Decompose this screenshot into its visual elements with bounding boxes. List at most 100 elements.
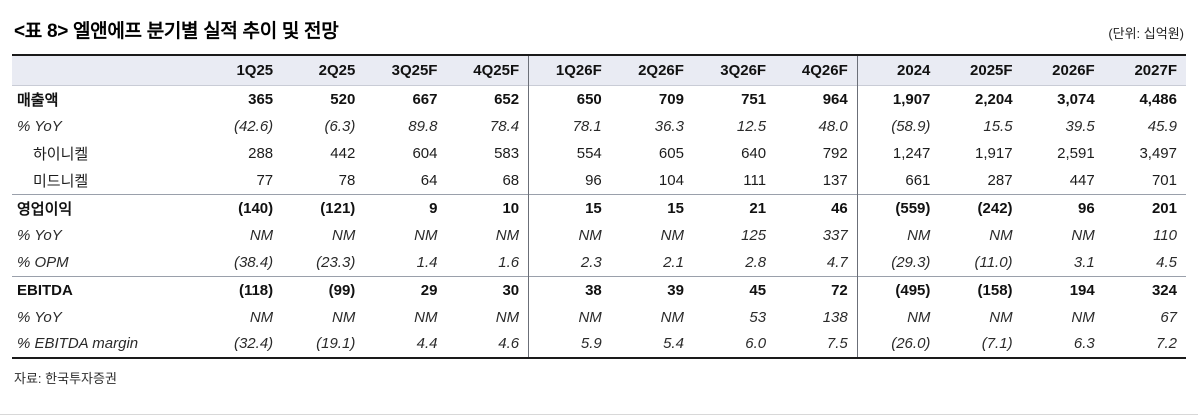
cell: 288: [248, 144, 274, 162]
cell: NM: [660, 308, 684, 326]
cell: 365: [248, 90, 274, 108]
cell: 194: [1069, 281, 1095, 299]
cell: 77: [256, 171, 274, 189]
cell: NM: [660, 226, 684, 244]
cell: (7.1): [981, 335, 1013, 353]
cell: NM: [414, 226, 438, 244]
cell: 2.8: [745, 253, 767, 271]
cell: 3.1: [1073, 253, 1095, 271]
cell: (26.0): [891, 335, 931, 353]
cell: (38.4): [233, 253, 274, 271]
cell: NM: [1071, 308, 1095, 326]
cell: 29: [420, 281, 438, 299]
cell: NM: [578, 308, 602, 326]
cell: 604: [412, 144, 438, 162]
cell: 96: [1078, 199, 1095, 217]
cell: 337: [775, 221, 858, 250]
cell: 72: [775, 276, 858, 304]
cell: (42.6): [233, 117, 274, 135]
cell: 652: [446, 85, 530, 113]
cell: 201: [1151, 199, 1177, 217]
table-header: 1Q25 2Q25 3Q25F 4Q25F 1Q26F 2Q26F 3Q26F 4Q26F 20…: [12, 55, 1186, 85]
cell: 68: [446, 166, 530, 195]
cell: 964: [775, 85, 858, 113]
cell: 21: [749, 199, 767, 217]
cell: 64: [420, 171, 438, 189]
cell: 650: [576, 90, 602, 108]
cell: 583: [446, 139, 530, 167]
row-label: 미드니켈: [33, 172, 89, 190]
row-label: % YoY: [17, 117, 62, 135]
column-header: 2Q26F: [638, 61, 684, 79]
cell: NM: [331, 308, 356, 326]
cell: 6.0: [745, 335, 767, 353]
cell: 709: [658, 90, 684, 108]
cell: 640: [741, 144, 767, 162]
cell: 324: [1151, 281, 1177, 299]
table-row: % EBITDA margin (32.4) (19.1) 4.4 4.6 5.9 5.4 6…: [12, 330, 1186, 358]
table-row: 매출액 365 520 667 652 650 709 751 964 1,907 2,204 3,0…: [12, 85, 1186, 113]
cell: 701: [1151, 171, 1177, 189]
cell: 138: [775, 303, 858, 331]
table-row: % OPM (38.4) (23.3) 1.4 1.6 2.3 2.1 2.8 4.7 (29.3…: [12, 249, 1186, 277]
cell: 2,204: [975, 90, 1013, 108]
table-body: 매출액 365 520 667 652 650 709 751 964 1,907 2,204 3,0…: [12, 85, 1186, 358]
cell: 520: [330, 90, 356, 108]
row-label: % YoY: [17, 308, 62, 326]
cell: 9: [429, 199, 438, 217]
cell: NM: [907, 226, 931, 244]
cell: 4.4: [416, 335, 438, 353]
cell: (23.3): [316, 253, 356, 271]
cell: 4,486: [1139, 90, 1177, 108]
cell: NM: [907, 308, 931, 326]
cell: (99): [328, 281, 356, 299]
cell: 36.3: [654, 117, 684, 135]
cell: 5.9: [580, 335, 602, 353]
cell: 67: [1160, 308, 1177, 326]
cell: 45: [749, 281, 767, 299]
cell: 442: [330, 144, 356, 162]
cell: 10: [446, 194, 530, 222]
cell: 45.9: [1147, 117, 1177, 135]
table-row: EBITDA (118) (99) 29 30 38 39 45 72 (495) (158) 194…: [12, 276, 1186, 304]
cell: 5.4: [663, 335, 684, 353]
row-label: EBITDA: [17, 281, 73, 299]
cell: (29.3): [891, 253, 931, 271]
cell: NM: [249, 226, 274, 244]
cell: 447: [1069, 171, 1095, 189]
cell: (6.3): [324, 117, 356, 135]
cell: 4.6: [446, 330, 530, 358]
cell: 3,497: [1139, 144, 1177, 162]
cell: 39.5: [1065, 117, 1095, 135]
cell: 78: [338, 171, 356, 189]
cell: (140): [238, 199, 274, 217]
cell: (121): [320, 199, 356, 217]
column-header: 4Q25F: [446, 55, 530, 85]
cell: 1,917: [975, 144, 1013, 162]
cell: NM: [989, 308, 1013, 326]
cell: NM: [331, 226, 356, 244]
cell: 6.3: [1073, 335, 1095, 353]
column-header: 2Q25: [318, 61, 356, 79]
cell: NM: [446, 303, 530, 331]
cell: 12.5: [736, 117, 767, 135]
table-row: 하이니켈 288 442 604 583 554 605 640 792 1,247 1,917 2,…: [12, 139, 1186, 167]
table-row: % YoY NM NM NM NM NM NM 125 337 NM NM NM 110: [12, 221, 1186, 250]
cell: 1,907: [892, 90, 931, 108]
row-label: % YoY: [17, 226, 62, 244]
cell: 7.5: [775, 330, 858, 358]
unit-note: (단위: 십억원): [1108, 26, 1184, 41]
table-row: % YoY NM NM NM NM NM NM 53 138 NM NM NM 67: [12, 303, 1186, 331]
cell: NM: [414, 308, 438, 326]
cell: 46: [775, 194, 858, 222]
cell: 110: [1153, 226, 1177, 244]
row-label: 매출액: [17, 91, 59, 109]
cell: 1.4: [416, 253, 438, 271]
cell: 15.5: [983, 117, 1013, 135]
cell: (118): [238, 281, 274, 299]
cell: 2.3: [580, 253, 602, 271]
cell: NM: [578, 226, 602, 244]
cell: 4.5: [1156, 253, 1177, 271]
cell: (11.0): [974, 253, 1013, 271]
